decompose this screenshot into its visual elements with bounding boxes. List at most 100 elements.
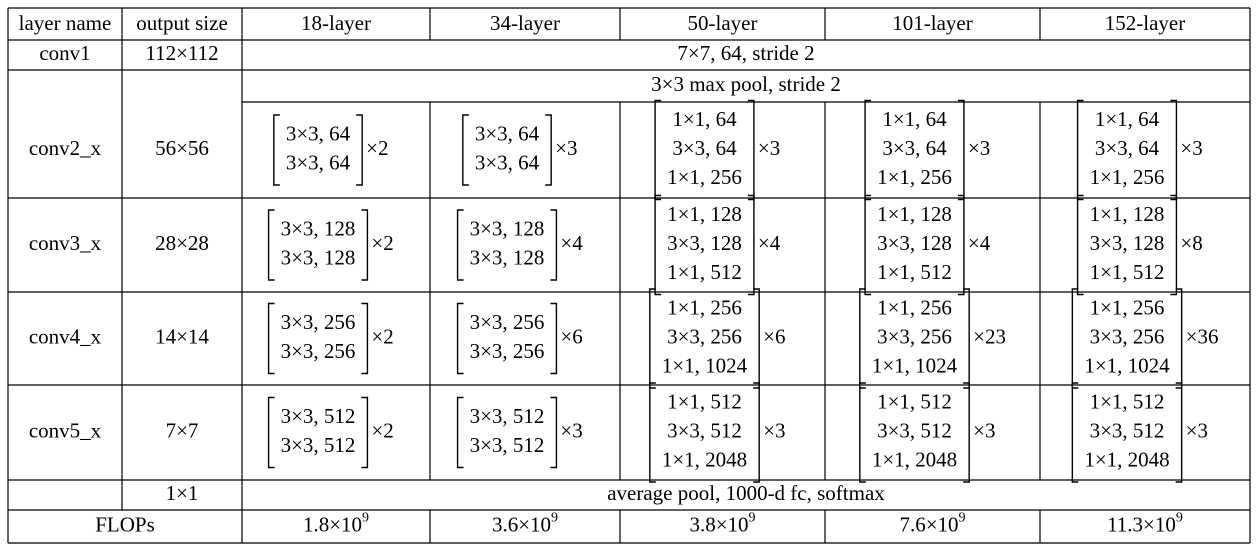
shared-cell: average pool, 1000-d fc, softmax — [607, 481, 885, 505]
bracket-left — [273, 114, 280, 186]
block-line: 3×3, 128 — [470, 245, 545, 269]
block-line: 1×1, 512 — [667, 260, 742, 284]
block-line: 1×1, 1024 — [872, 353, 958, 377]
output-size: 56×56 — [155, 136, 209, 160]
shared-cell: 3×3 max pool, stride 2 — [651, 72, 841, 96]
block-repeat: ×8 — [1180, 231, 1202, 255]
output-size: 14×14 — [155, 324, 209, 348]
block-line: 1×1, 512 — [1090, 260, 1165, 284]
block-repeat: ×4 — [968, 231, 991, 255]
block-repeat: ×2 — [371, 324, 393, 348]
bracket-left — [456, 209, 464, 281]
header-cell: 34-layer — [490, 11, 560, 35]
flops-base: 11.3×10 — [1107, 512, 1176, 536]
block-repeat: ×3 — [555, 136, 577, 160]
block-line: 3×3, 64 — [882, 136, 947, 160]
block-line: 3×3, 64 — [286, 121, 351, 145]
bracket-right — [963, 382, 970, 483]
block-line: 1×1, 64 — [672, 107, 737, 131]
block-line: 3×3, 512 — [667, 418, 742, 442]
bracket-right — [361, 396, 369, 469]
bracket-left — [267, 396, 275, 469]
flops-base: 3.8×10 — [689, 512, 748, 536]
header-cell: layer name — [19, 11, 112, 35]
bracket-right — [753, 288, 760, 389]
bracket-left — [456, 396, 464, 469]
flops-base: 1.8×10 — [303, 512, 362, 536]
block-line: 3×3, 256 — [281, 310, 356, 334]
block-line: 3×3, 512 — [877, 418, 952, 442]
block-line: 3×3, 512 — [281, 404, 356, 428]
block-repeat: ×3 — [763, 418, 785, 442]
block-line: 1×1, 64 — [882, 107, 947, 131]
bracket-right — [963, 288, 970, 389]
bracket-left — [649, 382, 656, 483]
header-cell: output size — [136, 11, 228, 35]
bracket-right — [361, 209, 369, 281]
bracket-left — [456, 302, 464, 375]
bracket-left — [1076, 194, 1084, 296]
bracket-right — [957, 194, 965, 296]
layer-name: conv4_x — [29, 324, 102, 348]
bracket-right — [747, 99, 755, 201]
bracket-left — [1071, 288, 1079, 389]
block-line: 3×3, 512 — [281, 433, 356, 457]
block-repeat: ×3 — [1180, 136, 1202, 160]
bracket-left — [864, 194, 872, 296]
output-size: 112×112 — [145, 41, 218, 65]
block-line: 1×1, 2048 — [662, 447, 747, 471]
block-line: 1×1, 512 — [667, 389, 742, 413]
bracket-right — [1170, 99, 1178, 201]
bracket-right — [550, 396, 558, 469]
flops-exponent: 9 — [551, 511, 558, 526]
block-line: 1×1, 2048 — [1084, 447, 1169, 471]
bracket-right — [1175, 288, 1183, 389]
output-size: 28×28 — [155, 231, 209, 255]
header-cell: 18-layer — [301, 11, 371, 35]
block-repeat: ×3 — [973, 418, 995, 442]
bracket-left — [1071, 382, 1079, 483]
layer-name: FLOPs — [95, 512, 155, 536]
block-line: 3×3, 256 — [667, 324, 742, 348]
bracket-left — [654, 99, 662, 201]
block-line: 1×1, 256 — [667, 165, 742, 189]
layer-name: conv1 — [39, 41, 90, 65]
block-line: 1×1, 256 — [877, 165, 952, 189]
flops-exponent: 9 — [959, 511, 966, 526]
bracket-right — [550, 302, 558, 375]
bracket-right — [747, 194, 755, 296]
block-line: 3×3, 512 — [470, 404, 545, 428]
block-repeat: ×3 — [560, 418, 582, 442]
flops-exponent: 9 — [362, 511, 369, 526]
block-line: 3×3, 128 — [281, 245, 356, 269]
flops-cell: 3.6×109 — [492, 511, 558, 537]
header-cell: 101-layer — [892, 11, 972, 35]
bracket-left — [859, 382, 866, 483]
bracket-right — [753, 382, 760, 483]
header-cell: 152-layer — [1105, 11, 1185, 35]
block-repeat: ×6 — [560, 324, 582, 348]
block-line: 1×1, 256 — [1090, 165, 1165, 189]
block-line: 1×1, 1024 — [662, 353, 748, 377]
flops-base: 3.6×10 — [492, 512, 551, 536]
block-line: 1×1, 1024 — [1084, 353, 1170, 377]
block-line: 1×1, 256 — [667, 295, 742, 319]
bracket-left — [649, 288, 656, 389]
bracket-left — [859, 288, 866, 389]
bracket-right — [356, 114, 363, 186]
block-line: 3×3, 64 — [475, 150, 540, 174]
block-line: 1×1, 128 — [667, 202, 742, 226]
block-line: 1×1, 2048 — [872, 447, 957, 471]
bracket-left — [462, 114, 469, 186]
block-line: 3×3, 128 — [877, 231, 952, 255]
block-repeat: ×3 — [1186, 418, 1208, 442]
block-line: 3×3, 128 — [667, 231, 742, 255]
block-line: 1×1, 512 — [1090, 389, 1165, 413]
block-line: 1×1, 512 — [877, 389, 952, 413]
block-repeat: ×23 — [973, 324, 1006, 348]
layer-name: conv2_x — [29, 136, 102, 160]
bracket-left — [267, 302, 275, 375]
block-line: 3×3, 64 — [1095, 136, 1160, 160]
output-size: 1×1 — [166, 481, 199, 505]
